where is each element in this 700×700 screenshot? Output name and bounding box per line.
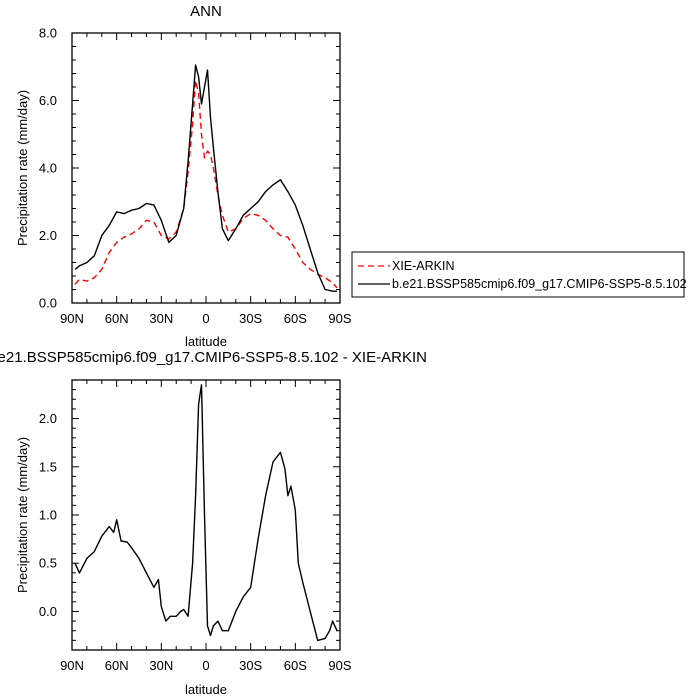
top-x-tick-label: 0 [202, 311, 209, 326]
bottom-y-axis-label: Precipitation rate (mm/day) [15, 437, 30, 593]
top-y-tick-label: 6.0 [39, 93, 57, 108]
top-x-tick-label: 60N [105, 311, 129, 326]
top-y-tick-label: 4.0 [39, 161, 57, 176]
bottom-plot-frame [71, 379, 341, 651]
top-series-line-1 [74, 64, 337, 292]
top-y-tick-label: 2.0 [39, 228, 57, 243]
top-chart-title: ANN [190, 3, 222, 20]
legend: XIE-ARKIN b.e21.BSSP585cmip6.f09_g17.CMI… [351, 251, 687, 298]
bottom-x-tick-label: 60N [105, 658, 129, 673]
top-y-tick-label: 8.0 [39, 26, 57, 41]
bottom-y-tick-label: 0.5 [39, 556, 57, 571]
legend-label-model: b.e21.BSSP585cmip6.f09_g17.CMIP6-SSP5-8.… [392, 277, 687, 291]
top-x-axis-label: latitude [185, 334, 227, 349]
top-x-tick-label: 30N [149, 311, 173, 326]
bottom-x-tick-label: 90N [60, 658, 84, 673]
bottom-y-tick-label: 1.5 [39, 459, 57, 474]
top-x-tick-label: 60S [284, 311, 307, 326]
bottom-x-tick-label: 60S [284, 658, 307, 673]
top-y-axis-label: Precipitation rate (mm/day) [15, 90, 30, 246]
bottom-y-tick-label: 2.0 [39, 411, 57, 426]
top-series-line-0 [74, 79, 338, 289]
bottom-y-tick-label: 1.0 [39, 508, 57, 523]
bottom-x-tick-label: 0 [202, 658, 209, 673]
top-x-tick-label: 90S [328, 311, 351, 326]
bottom-series-line-0 [74, 384, 338, 642]
bottom-panel: b.e21.BSSP585cmip6.f09_g17.CMIP6-SSP5-8.… [0, 349, 427, 697]
top-plot-frame [71, 32, 341, 304]
bottom-x-axis-label: latitude [185, 682, 227, 697]
bottom-x-tick-label: 90S [328, 658, 351, 673]
legend-label-xie-arkin: XIE-ARKIN [392, 259, 455, 273]
bottom-x-tick-label: 30S [239, 658, 262, 673]
bottom-chart-title: b.e21.BSSP585cmip6.f09_g17.CMIP6-SSP5-8.… [0, 349, 427, 366]
top-x-tick-label: 90N [60, 311, 84, 326]
bottom-y-tick-label: 0.0 [39, 604, 57, 619]
top-x-tick-label: 30S [239, 311, 262, 326]
top-panel: ANN latitude Precipitation rate (mm/day)… [15, 3, 352, 349]
bottom-x-tick-label: 30N [149, 658, 173, 673]
top-y-tick-label: 0.0 [39, 296, 57, 311]
legend-box [351, 251, 685, 298]
